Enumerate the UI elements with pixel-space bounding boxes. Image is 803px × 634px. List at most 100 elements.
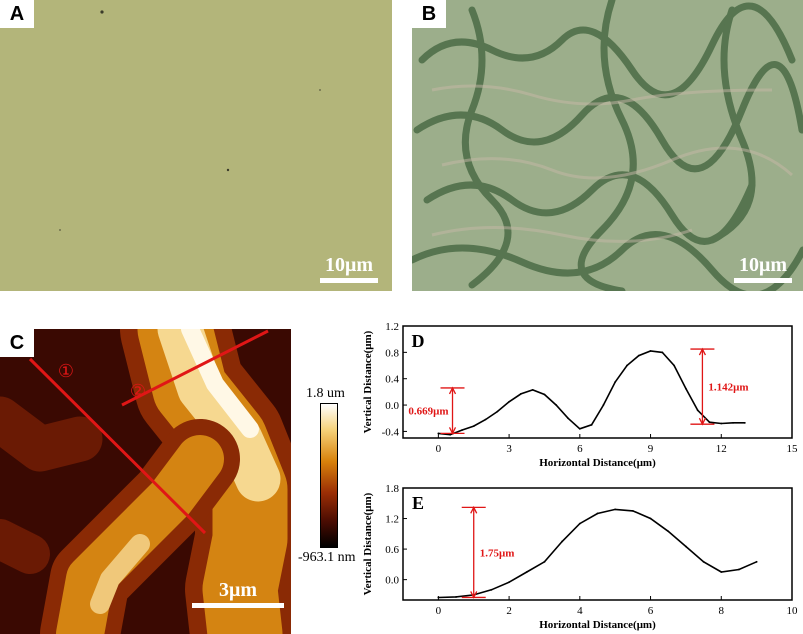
- d-label-bg: [405, 328, 431, 352]
- d-data-point: [661, 351, 664, 354]
- panel-c-topography: ① ②: [0, 329, 291, 634]
- e-data-point: [702, 560, 705, 563]
- e-data-point: [738, 568, 740, 571]
- d-y-tick-label: 0.0: [385, 400, 399, 412]
- d-x-tick-label: 3: [506, 443, 512, 455]
- d-data-point: [461, 429, 463, 431]
- profile-line-1: [28, 357, 207, 535]
- panel-b-wrinkle-pattern: [412, 0, 803, 291]
- d-data-point: [555, 404, 558, 406]
- e-data-point: [525, 571, 528, 573]
- d-data-point: [614, 381, 617, 383]
- e-y-tick-label: 1.2: [385, 514, 399, 526]
- panel-c-label: C: [0, 329, 34, 357]
- e-plot-frame: [402, 487, 793, 601]
- d-y-tick-label: 1.2: [385, 321, 399, 333]
- chart-d: D 0 3 6 9 12 15 -0.4 0.0 0.4 0.8 1.2 Horizontal Dist…: [362, 321, 799, 469]
- e-y-tick-label: 0.6: [385, 544, 399, 556]
- panel-b-scalebar-bar: [734, 278, 792, 283]
- d-annot-text: 1.142μm: [708, 382, 748, 394]
- d-data-point: [685, 387, 687, 390]
- d-data-point: [732, 421, 734, 424]
- panel-c-scalebar-bar: [192, 603, 284, 608]
- e-y-tick-label: 1.8: [385, 483, 399, 495]
- e-data-point: [755, 560, 758, 563]
- chart-e: E 0 2 4 6 8 10 0.0 0.6 1.2 1.8 Horizontal Distance(…: [362, 483, 799, 631]
- d-data-point: [602, 404, 605, 406]
- d-annot-arrowhead-bottom: [698, 417, 706, 426]
- colorbar-min-label: -963.1 nm: [298, 550, 356, 565]
- d-annot-arrowhead-bottom: [448, 427, 457, 435]
- e-data-point: [543, 560, 546, 563]
- panel-b-scalebar-text: 10μm: [739, 254, 787, 276]
- d-data-point: [567, 417, 569, 420]
- d-x-axis-label: Horizontal Distance(μm): [539, 457, 656, 469]
- panel-b-micrograph: B 10μm: [412, 0, 803, 291]
- d-data-point: [484, 418, 487, 421]
- e-label-bg: [405, 490, 431, 514]
- e-data-point: [667, 530, 670, 533]
- e-data-point: [720, 571, 723, 573]
- e-x-tick-label: 4: [577, 605, 583, 617]
- e-data-point: [561, 540, 564, 543]
- e-data-point: [508, 581, 510, 584]
- colorbar-max-label: 1.8 um: [306, 386, 345, 401]
- colorbar: [320, 403, 338, 548]
- e-data-point: [437, 596, 440, 599]
- d-y-tick-label: 0.8: [385, 347, 399, 359]
- d-x-tick-label: 15: [787, 443, 799, 455]
- d-x-tick-label: 6: [577, 443, 583, 455]
- e-data-point: [455, 596, 457, 598]
- e-data-point: [649, 517, 652, 520]
- e-annot-arrowhead-bottom: [470, 591, 478, 599]
- d-y-axis-label: Vertical Distance(μm): [362, 330, 374, 433]
- panel-a-scalebar: 10μm: [320, 254, 378, 283]
- panel-a-scalebar-bar: [320, 278, 378, 283]
- profile-line-2: [121, 329, 269, 407]
- panel-c-scalebar: 3μm: [192, 579, 284, 608]
- panel-c-afm-image: ① ② C 3μm: [0, 329, 291, 634]
- d-data-point: [696, 409, 699, 412]
- d-y-tick-label: -0.4: [382, 426, 400, 438]
- panel-b-scalebar: 10μm: [734, 254, 792, 283]
- d-annot-arrowhead-top: [448, 386, 457, 395]
- d-data-point: [519, 392, 522, 395]
- e-annot-arrowhead-top: [470, 505, 478, 514]
- d-panel-label: D: [412, 331, 425, 351]
- panel-a-label: A: [0, 0, 34, 28]
- d-data-point: [543, 393, 546, 396]
- d-data-point: [472, 425, 475, 428]
- d-data-point: [626, 364, 628, 367]
- d-data-point: [531, 389, 534, 391]
- panel-c-scalebar-text: 3μm: [219, 579, 257, 601]
- panel-a-micrograph: A 10μm: [0, 0, 392, 291]
- d-data-point: [508, 400, 510, 403]
- e-data-point: [578, 522, 581, 525]
- d-data-point: [637, 354, 640, 357]
- d-annot-text: 0.669μm: [408, 406, 448, 418]
- e-annot-text: 1.75μm: [480, 547, 515, 559]
- d-x-tick-label: 9: [648, 443, 654, 455]
- e-x-tick-label: 10: [787, 605, 799, 617]
- d-x-tick-label: 0: [436, 443, 442, 455]
- e-y-tick-label: 0.0: [385, 575, 399, 587]
- e-x-tick-label: 2: [506, 605, 512, 617]
- e-data-point: [685, 545, 687, 548]
- e-x-axis-label: Horizontal Distance(μm): [539, 619, 656, 631]
- d-data-point: [720, 422, 723, 425]
- e-data-point: [490, 588, 493, 591]
- e-panel-label: E: [412, 493, 424, 513]
- d-y-tick-label: 0.4: [385, 374, 399, 386]
- d-data-point: [578, 427, 581, 430]
- panel-a-surface: [59, 10, 321, 231]
- profile-line-1-marker: ①: [58, 361, 74, 381]
- e-x-tick-label: 8: [719, 605, 725, 617]
- d-data-point: [496, 410, 499, 413]
- panel-a-scalebar-text: 10μm: [325, 254, 373, 276]
- e-data-point: [631, 510, 634, 512]
- e-x-tick-label: 6: [648, 605, 654, 617]
- e-data-point: [614, 508, 617, 511]
- d-annot-arrowhead-top: [698, 347, 706, 356]
- d-plot-frame: [402, 325, 793, 439]
- d-x-tick-label: 12: [716, 443, 727, 455]
